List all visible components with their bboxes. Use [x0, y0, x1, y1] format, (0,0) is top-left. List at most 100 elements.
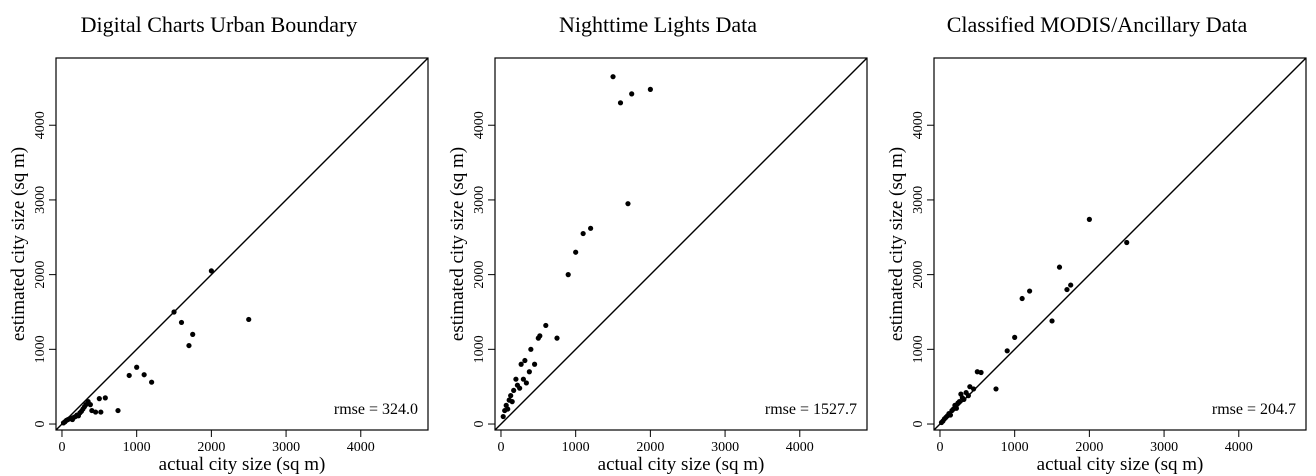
data-point — [993, 386, 999, 392]
data-point — [190, 331, 196, 337]
data-point — [647, 86, 653, 92]
scatter-plot-classified-modis: 0 1000 2000 3000 4000 0 1000 2000 3000 4000 actual… — [886, 57, 1307, 475]
x-tick-label: 1000 — [1001, 440, 1029, 455]
panel-classified-modis: Classified MODIS/Ancillary Data 0 1000 200… — [878, 0, 1316, 476]
x-tick-label: 3000 — [711, 440, 739, 455]
data-point — [508, 393, 514, 399]
data-point — [523, 380, 529, 386]
plot-frame — [933, 57, 1307, 431]
y-tick-label: 3000 — [33, 186, 48, 214]
data-point — [513, 376, 519, 382]
x-tick-label: 2000 — [1075, 440, 1103, 455]
data-point — [505, 406, 511, 412]
data-point — [126, 372, 132, 379]
y-tick-label: 0 — [911, 421, 926, 428]
rmse-annotation: rmse = 204.7 — [1212, 401, 1296, 418]
data-point — [947, 412, 954, 418]
x-tick-label: 0 — [497, 440, 504, 455]
data-point — [554, 335, 560, 341]
data-point — [537, 333, 543, 339]
panel-nighttime-lights: Nighttime Lights Data 0 1000 2000 3000 4000 0… — [439, 0, 877, 476]
plot-frame — [494, 57, 868, 431]
data-point — [978, 369, 984, 376]
data-point — [87, 402, 93, 408]
data-point — [92, 409, 99, 415]
data-point — [1056, 264, 1063, 270]
data-point — [500, 413, 506, 420]
panel-digital-charts: Digital Charts Urban Boundary 0 1000 2000 3… — [0, 0, 438, 476]
scatter-plot-digital-charts: 0 1000 2000 3000 4000 0 1000 2000 3000 4000 actual… — [8, 57, 429, 475]
data-point — [617, 100, 624, 106]
x-tick-label: 3000 — [1150, 440, 1178, 455]
x-tick-label: 0 — [936, 440, 943, 455]
data-point — [511, 387, 517, 394]
data-point — [246, 316, 252, 323]
reference-line — [56, 58, 428, 430]
y-tick-label: 0 — [472, 421, 487, 428]
data-point — [98, 409, 104, 415]
reference-line — [934, 58, 1306, 430]
data-point — [1124, 239, 1130, 246]
data-point — [509, 399, 515, 405]
y-tick-label: 4000 — [472, 111, 487, 139]
y-tick-label: 4000 — [911, 111, 926, 139]
data-point — [625, 201, 631, 207]
data-point — [141, 372, 147, 378]
data-point — [961, 396, 967, 402]
y-tick-label: 4000 — [33, 111, 48, 139]
data-point — [208, 268, 214, 274]
y-tick-label: 2000 — [33, 261, 48, 289]
data-point — [610, 74, 616, 80]
rmse-annotation: rmse = 1527.7 — [765, 401, 857, 418]
data-point — [518, 361, 524, 367]
x-tick-label: 0 — [58, 440, 65, 455]
x-axis-label: actual city size (sq m) — [598, 454, 765, 475]
data-point — [580, 230, 586, 237]
data-point — [965, 393, 971, 399]
chart-title: Nighttime Lights Data — [559, 12, 757, 37]
data-point — [1004, 348, 1010, 354]
data-point — [149, 379, 155, 385]
y-tick-label: 1000 — [33, 335, 48, 363]
data-point — [1064, 286, 1070, 293]
data-point — [573, 249, 579, 255]
data-point — [1049, 318, 1055, 324]
chart-title: Digital Charts Urban Boundary — [80, 12, 358, 37]
data-point — [522, 357, 528, 364]
y-tick-label: 1000 — [472, 335, 487, 363]
y-axis-label: estimated city size (sq m) — [886, 147, 907, 341]
x-tick-label: 4000 — [347, 440, 375, 455]
y-tick-label: 1000 — [911, 335, 926, 363]
data-point — [115, 407, 121, 414]
x-tick-label: 4000 — [1225, 440, 1253, 455]
y-tick-label: 0 — [33, 421, 48, 428]
data-point — [1086, 216, 1092, 222]
data-point — [134, 364, 140, 370]
data-point — [517, 385, 523, 391]
data-point — [1012, 334, 1018, 340]
data-point — [967, 384, 973, 390]
data-point — [543, 322, 549, 329]
data-point — [96, 396, 102, 402]
x-axis-label: actual city size (sq m) — [1037, 454, 1204, 475]
data-point — [956, 399, 962, 405]
data-point — [526, 369, 532, 375]
y-tick-label: 3000 — [911, 186, 926, 214]
data-point — [953, 405, 960, 411]
data-points — [938, 216, 1130, 426]
data-point — [178, 319, 185, 326]
data-point — [588, 225, 594, 231]
data-points — [60, 268, 252, 426]
y-axis-label: estimated city size (sq m) — [8, 147, 29, 341]
x-axis-label: actual city size (sq m) — [159, 454, 326, 475]
y-tick-label: 2000 — [911, 261, 926, 289]
data-point — [565, 272, 571, 278]
x-tick-label: 2000 — [197, 440, 225, 455]
x-tick-label: 3000 — [272, 440, 300, 455]
data-point — [102, 395, 108, 401]
data-point — [531, 361, 538, 367]
y-axis-label: estimated city size (sq m) — [447, 147, 468, 341]
rmse-annotation: rmse = 324.0 — [334, 401, 418, 418]
data-point — [171, 309, 177, 315]
y-tick-label: 2000 — [472, 261, 487, 289]
